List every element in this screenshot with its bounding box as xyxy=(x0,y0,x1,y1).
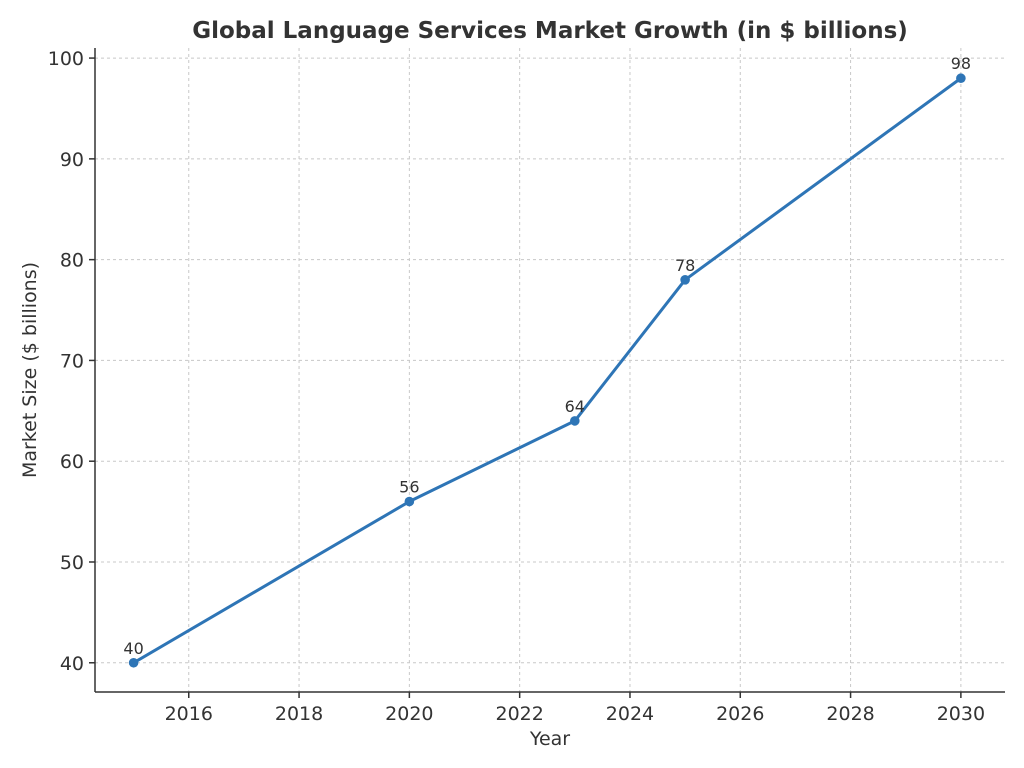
data-label: 40 xyxy=(123,639,143,658)
y-tick-label: 70 xyxy=(60,350,84,372)
x-axis-title: Year xyxy=(529,728,570,750)
y-tick-label: 90 xyxy=(60,149,84,171)
axes: 2016 2018 2020 2022 2024 2026 2028 2030 40 50 60 7… xyxy=(48,48,1005,725)
x-tick-label: 2028 xyxy=(826,703,874,725)
data-label: 78 xyxy=(675,256,695,275)
x-tick-label: 2016 xyxy=(165,703,213,725)
y-tick-label: 100 xyxy=(48,48,84,70)
x-tick-label: 2024 xyxy=(606,703,654,725)
x-tick-label: 2022 xyxy=(495,703,543,725)
data-point xyxy=(680,274,690,285)
data-label: 98 xyxy=(951,54,971,73)
data-label: 64 xyxy=(565,397,585,416)
data-point xyxy=(570,416,580,426)
y-tick-label: 60 xyxy=(60,451,84,473)
data-point xyxy=(956,73,966,84)
y-tick-label: 50 xyxy=(60,552,84,574)
x-axis-ticks: 2016 2018 2020 2022 2024 2026 2028 2030 xyxy=(165,692,985,725)
x-tick-label: 2018 xyxy=(275,703,323,725)
data-label: 56 xyxy=(399,478,419,497)
x-tick-label: 2020 xyxy=(385,703,433,725)
y-tick-label: 80 xyxy=(60,250,84,272)
y-axis-title: Market Size ($ billions) xyxy=(19,262,41,478)
x-tick-label: 2030 xyxy=(937,703,985,725)
chart-title: Global Language Services Market Growth (… xyxy=(192,18,908,44)
data-point xyxy=(128,657,139,668)
x-tick-label: 2026 xyxy=(716,703,764,725)
series: 40 56 64 78 98 xyxy=(123,54,971,668)
y-tick-label: 40 xyxy=(60,653,84,675)
y-axis-ticks: 40 50 60 70 80 90 100 xyxy=(48,48,95,675)
series-line xyxy=(132,76,963,665)
grid xyxy=(95,48,1005,692)
data-point xyxy=(404,496,415,507)
